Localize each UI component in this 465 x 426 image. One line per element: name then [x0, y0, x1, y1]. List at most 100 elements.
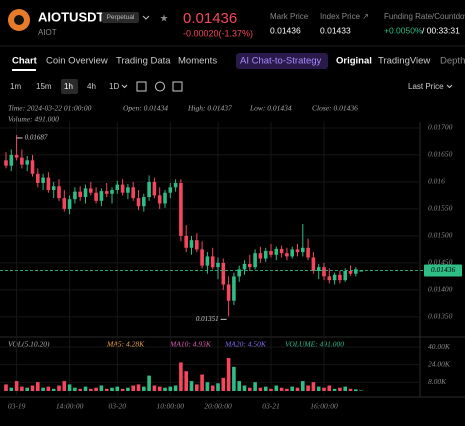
volume-bar — [51, 388, 56, 391]
interval[interactable]: 1m — [10, 82, 21, 91]
candle-body — [104, 191, 109, 194]
candle-body — [136, 198, 141, 207]
favorite-icon[interactable]: ★ — [160, 14, 169, 25]
interval[interactable]: 1h — [64, 82, 73, 91]
volume-bar — [126, 387, 130, 391]
tab[interactable]: AI Chat-to-Strategy — [240, 56, 322, 67]
draw-icon[interactable] — [172, 81, 183, 92]
volume-bar — [359, 390, 363, 391]
y-tick-label: 0.01400 — [428, 285, 453, 294]
indicator-icon[interactable] — [136, 81, 147, 92]
candle-body — [94, 192, 98, 201]
volume-bar — [295, 387, 300, 391]
base-asset: AIOT — [38, 28, 57, 37]
volume-bar — [263, 386, 268, 391]
volume-bar — [14, 381, 19, 391]
volume-bar — [36, 382, 40, 391]
volume-bar — [152, 385, 157, 391]
candle-body — [279, 248, 284, 254]
high-label: 0.01687 — [25, 134, 48, 142]
candle-body — [73, 191, 77, 200]
candle-body — [316, 267, 321, 271]
volume-tick-label: 40.00K — [428, 342, 451, 351]
info-high: High: 0.01437 — [187, 104, 232, 113]
candle-body — [57, 186, 61, 199]
volume-bar — [4, 384, 8, 391]
volume-bar — [327, 385, 332, 391]
volume-bar — [189, 381, 194, 391]
stat-label[interactable]: Index Price ↗ — [320, 12, 369, 21]
volume-bar — [89, 388, 93, 391]
candle-body — [173, 183, 178, 188]
tab[interactable]: Trading Data — [116, 56, 171, 67]
candle-body — [221, 262, 226, 285]
candle-body — [157, 195, 162, 204]
y-tick-label: 0.01350 — [428, 312, 453, 321]
candle-body — [258, 253, 263, 259]
volume-bar — [237, 381, 241, 391]
x-tick-label: 03-19 — [8, 402, 26, 411]
volume-bar — [157, 386, 162, 391]
volume-bar — [221, 377, 226, 391]
y-tick-label: 0.016 — [428, 177, 445, 186]
last-price-label: 0.01436 — [431, 265, 456, 274]
stat-label: Mark Price — [270, 12, 309, 21]
volume-bar — [168, 386, 173, 391]
candle-body — [348, 270, 353, 274]
info-time: Time: 2024-03-22 01:00:00 — [8, 104, 92, 113]
interval[interactable]: 1D — [109, 82, 119, 91]
dropdown-icon[interactable] — [121, 84, 128, 89]
tab[interactable]: Chart — [12, 56, 38, 67]
x-tick-label: 16:00:00 — [310, 402, 338, 411]
candle-body — [20, 157, 24, 165]
volume-bar — [83, 386, 88, 391]
candle-body — [9, 154, 14, 166]
candle-body — [295, 249, 300, 253]
volume-bar — [104, 388, 109, 391]
tab[interactable]: TradingView — [378, 56, 430, 67]
x-tick-label: 14:00:00 — [56, 402, 84, 411]
dropdown-icon[interactable] — [446, 84, 453, 89]
candle-body — [306, 247, 310, 258]
price-mode[interactable]: Last Price — [408, 82, 444, 91]
volume-bar — [290, 386, 294, 391]
volume-bar — [99, 385, 104, 391]
volume-bar — [179, 362, 183, 391]
tab[interactable]: Depth — [440, 56, 465, 67]
candle-body — [200, 249, 204, 266]
candle-body — [210, 256, 215, 268]
candle-body — [67, 199, 72, 209]
candle-body — [242, 263, 247, 270]
candle-body — [179, 183, 183, 236]
info-volume: Volume: 491.000 — [8, 115, 59, 124]
interval[interactable]: 4h — [87, 82, 96, 91]
candle-body — [338, 274, 342, 281]
funding-rate: +0.0050% — [384, 25, 423, 35]
settings-icon[interactable] — [155, 81, 165, 92]
coin-logo-inner — [14, 15, 24, 25]
dropdown-icon[interactable] — [142, 15, 150, 20]
candle-body — [226, 284, 231, 301]
tab[interactable]: Moments — [178, 56, 217, 67]
interval[interactable]: 15m — [36, 82, 52, 91]
interval-selected-bg — [61, 79, 78, 94]
candle-body — [322, 267, 326, 277]
volume-bar — [41, 387, 45, 391]
volume-bar — [205, 382, 210, 391]
volume-bar — [120, 388, 125, 391]
volume-bar — [248, 387, 252, 391]
tab[interactable]: Original — [336, 56, 372, 67]
candle-body — [36, 173, 40, 184]
volume-bar — [9, 387, 14, 391]
tab[interactable]: Coin Overview — [46, 56, 108, 67]
info-close: Close: 0.01436 — [312, 104, 358, 113]
symbol[interactable]: AIOTUSDT — [38, 9, 105, 24]
candle-body — [263, 251, 268, 259]
candle-body — [30, 160, 35, 174]
candle-body — [120, 184, 125, 193]
volume-tick-label: 24.00K — [428, 359, 451, 368]
candle-body — [152, 181, 157, 196]
